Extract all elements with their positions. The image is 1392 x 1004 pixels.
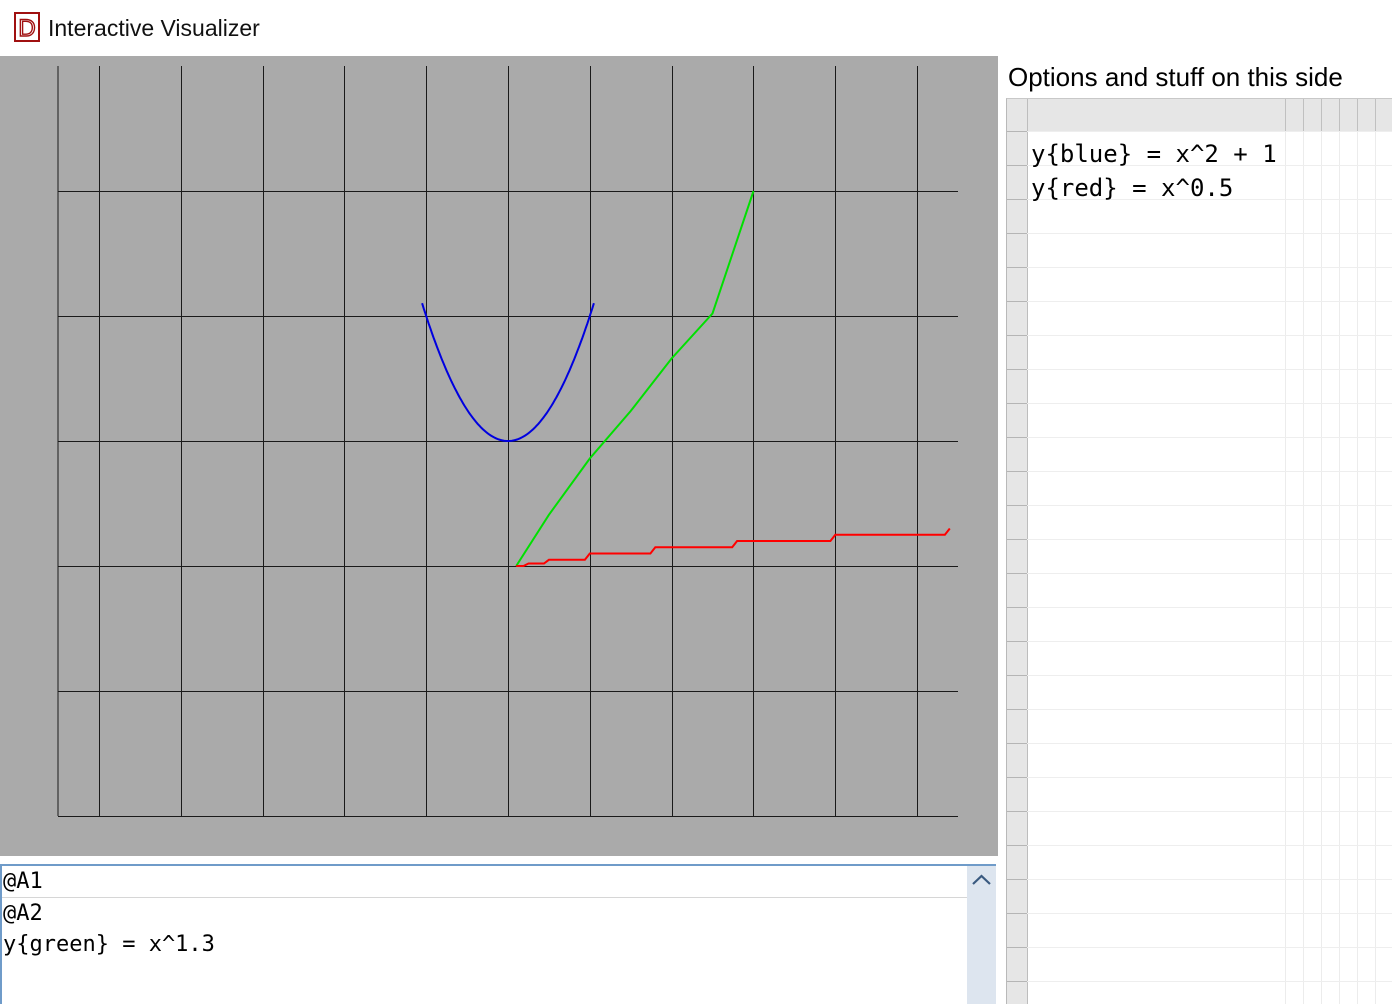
title-bar: D Interactive Visualizer xyxy=(0,0,1392,56)
splitter[interactable] xyxy=(998,56,1006,1004)
sheet-column-header xyxy=(1007,99,1392,131)
editor-line[interactable]: @A1 xyxy=(2,866,969,898)
sheet-cell-blue[interactable]: y{blue} = x^2 + 1 xyxy=(1031,140,1277,168)
sheet-row-header xyxy=(1007,99,1027,1004)
series-line xyxy=(421,302,595,442)
svg-text:D: D xyxy=(18,15,35,42)
editor-scrollbar[interactable] xyxy=(967,866,996,1004)
app-title: Interactive Visualizer xyxy=(48,15,260,41)
spreadsheet-grid xyxy=(1007,99,1392,1004)
options-panel: Options and stuff on this side y{blue} =… xyxy=(1006,56,1392,1004)
formula-editor[interactable]: @A1 @A2 y{green} = x^1.3 xyxy=(0,864,996,1004)
sheet-cell-red[interactable]: y{red} = x^0.5 xyxy=(1031,174,1234,202)
chevron-up-icon[interactable] xyxy=(969,866,994,892)
spreadsheet[interactable]: y{blue} = x^2 + 1 y{red} = x^0.5 xyxy=(1006,98,1392,1004)
editor-line[interactable]: @A2 xyxy=(3,901,43,926)
plot-canvas[interactable] xyxy=(0,56,998,856)
series-line xyxy=(515,190,755,567)
options-panel-title: Options and stuff on this side xyxy=(1008,62,1343,92)
editor-line[interactable]: y{green} = x^1.3 xyxy=(3,932,215,957)
app-logo-icon: D xyxy=(14,12,40,42)
series-line xyxy=(516,527,951,567)
plot-series xyxy=(421,190,951,567)
plot-svg[interactable] xyxy=(0,56,998,856)
